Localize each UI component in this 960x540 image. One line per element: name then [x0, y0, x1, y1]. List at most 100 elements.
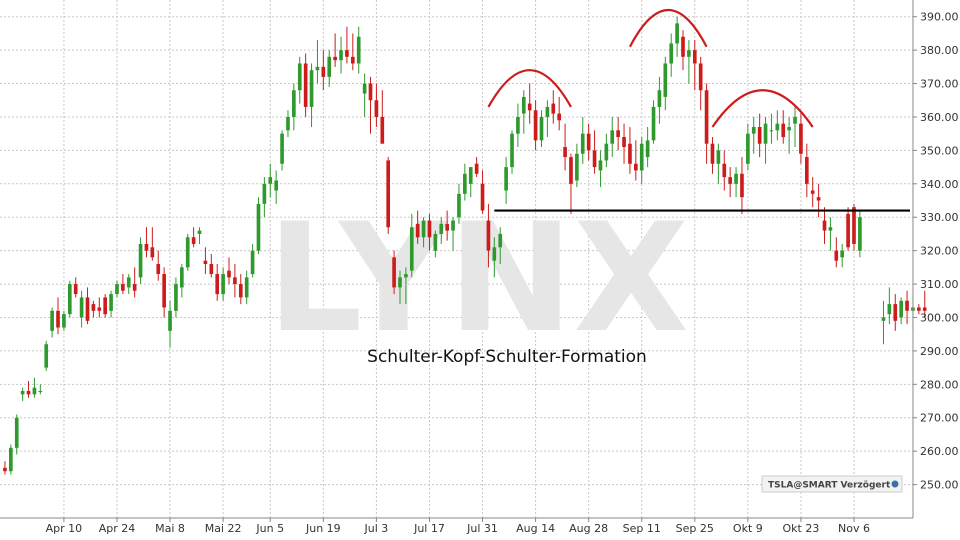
candle-body [227, 270, 231, 278]
candle-body [38, 391, 43, 393]
candle-body [704, 90, 709, 144]
candle [746, 123, 750, 171]
candle [610, 116, 615, 158]
candle-body [73, 284, 78, 295]
x-tick-label: Mai 22 [205, 522, 242, 535]
candle-body [858, 217, 862, 251]
right-shoulder-arc [711, 89, 814, 128]
candle-body [698, 63, 703, 91]
y-tick-label: 330.00 [920, 211, 959, 224]
candle [893, 294, 898, 331]
candle [333, 33, 337, 67]
candle [162, 267, 166, 318]
candle [121, 274, 125, 295]
candle [20, 387, 25, 402]
candle [433, 230, 438, 258]
candle [787, 116, 791, 154]
candle [463, 163, 467, 201]
watermark-lynx: LYNX [267, 192, 689, 366]
candle-body [191, 237, 196, 244]
y-tick-label: 320.00 [920, 245, 959, 258]
candle [728, 167, 732, 198]
candle [174, 277, 178, 318]
candle [486, 203, 491, 268]
y-tick-label: 380.00 [920, 44, 959, 57]
candle-body [527, 103, 532, 111]
candle-body [345, 50, 349, 57]
candle [415, 210, 420, 244]
candle-body [480, 183, 485, 211]
candle [215, 264, 220, 301]
candle-body [97, 307, 102, 311]
candle-body [775, 123, 780, 131]
candle [757, 113, 762, 158]
candle [793, 106, 797, 148]
candle-body [521, 96, 526, 114]
candle-body [256, 203, 261, 251]
candle [710, 137, 715, 174]
candle-body [751, 126, 756, 134]
candle [238, 274, 243, 305]
candle [362, 73, 367, 117]
candle-body [586, 133, 591, 151]
candle [398, 270, 402, 305]
candle [345, 26, 349, 64]
candle [698, 56, 703, 111]
y-tick-label: 260.00 [920, 445, 959, 458]
candle [274, 170, 278, 204]
candle [280, 130, 284, 171]
candle-body [374, 100, 379, 117]
candle [132, 267, 137, 298]
candle-body [292, 90, 296, 117]
pattern-annotation: Schulter-Kopf-Schulter-Formation [367, 347, 647, 367]
candle-body [551, 103, 556, 114]
candle [510, 130, 514, 174]
candle [769, 113, 774, 144]
y-tick-label: 270.00 [920, 412, 959, 425]
candle [197, 227, 202, 244]
candle [846, 207, 850, 251]
candle [209, 253, 214, 278]
candle [763, 116, 768, 164]
candle-body [622, 137, 626, 148]
y-axis-ticks: 250.00 260.00 270.00 280.00 290.00 300.00 310.… [913, 11, 959, 492]
candle-body [67, 284, 72, 315]
candle-body [20, 391, 25, 395]
x-tick-label: Apr 10 [46, 522, 83, 535]
candle [598, 150, 603, 188]
candle-body [26, 391, 31, 395]
candle-body [126, 277, 131, 288]
y-tick-label: 390.00 [920, 11, 959, 24]
candle-body [922, 307, 927, 311]
candle [356, 26, 361, 74]
candle [704, 83, 709, 164]
candle [427, 213, 432, 251]
candle [79, 290, 84, 328]
candle-body [457, 193, 461, 218]
candle-body [238, 284, 243, 298]
x-tick-label: Nov 6 [838, 522, 870, 535]
candle-body [309, 70, 314, 107]
candle [97, 297, 102, 318]
x-tick-label: Okt 9 [733, 522, 763, 535]
candle-body [121, 284, 125, 291]
candle [804, 143, 809, 198]
candle [445, 210, 449, 241]
candle [569, 153, 573, 214]
candle-body [687, 50, 691, 57]
candle [292, 83, 296, 131]
y-tick-label: 370.00 [920, 78, 959, 91]
candle-body [91, 304, 96, 311]
candle [221, 267, 225, 301]
candle [233, 264, 237, 298]
candle-body [209, 264, 214, 275]
candle-body [905, 300, 909, 311]
candle-body [203, 260, 208, 265]
candle [687, 40, 691, 84]
candle-body [486, 220, 491, 251]
candle [38, 384, 43, 395]
candle-body [468, 167, 473, 184]
candle-body [162, 274, 166, 308]
candle [327, 50, 332, 87]
